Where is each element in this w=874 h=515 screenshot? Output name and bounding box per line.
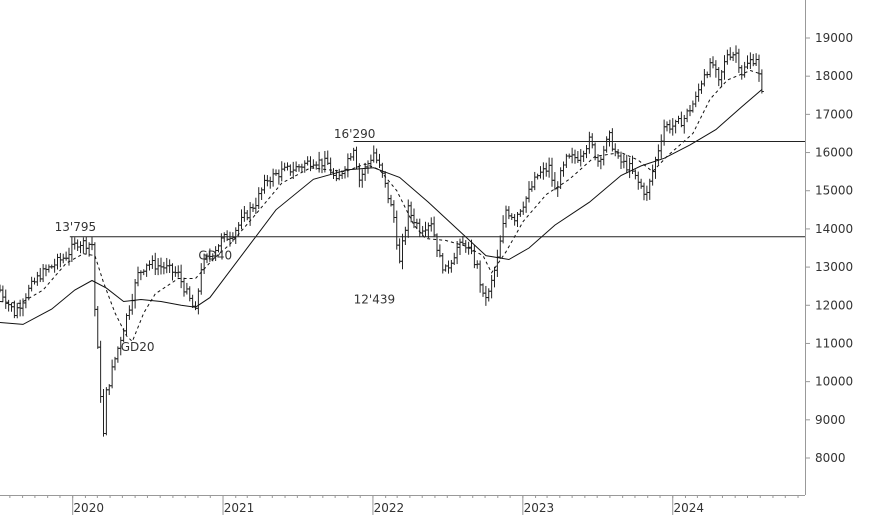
moving-averages [0,69,763,343]
annotation-label: GD20 [121,340,155,354]
x-tick-label: 2023 [524,501,555,515]
axes: 8000 9000 10000 11000 12000 13000 14000 15000 16… [0,0,853,515]
y-tick-label: 16000 [815,146,853,160]
gd40-line [0,89,763,325]
annotation-label: 16'290 [334,127,375,141]
annotation-label: 13'795 [55,220,96,234]
x-tick-label: 2021 [224,501,255,515]
gd20-line [0,69,763,343]
y-tick-label: 18000 [815,69,853,83]
x-tick-label: 2020 [73,501,104,515]
y-tick-label: 9000 [815,413,846,427]
annotation-label: 12'439 [354,292,395,306]
y-tick-label: 12000 [815,298,853,312]
annotations: 13'795 16'290 12'439 GD40 GD20 [55,127,395,354]
y-tick-label: 17000 [815,107,853,121]
price-bars [0,45,764,437]
y-tick-label: 13000 [815,260,853,274]
annotation-label: GD40 [198,248,232,262]
y-tick-label: 14000 [815,222,853,236]
y-tick-label: 10000 [815,375,853,389]
horizontal-levels [69,140,805,238]
y-tick-label: 15000 [815,184,853,198]
y-tick-label: 8000 [815,451,846,465]
x-tick-label: 2022 [374,501,405,515]
y-tick-label: 19000 [815,31,853,45]
x-tick-label: 2024 [673,501,704,515]
y-tick-label: 11000 [815,336,853,350]
